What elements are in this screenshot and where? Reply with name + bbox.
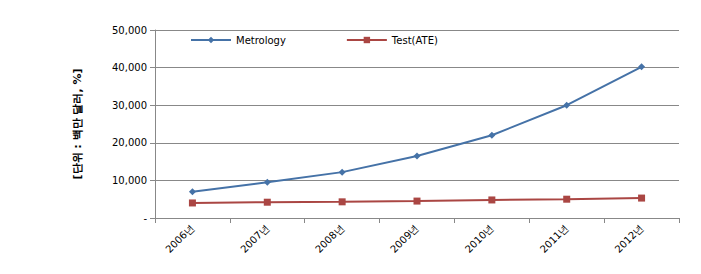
- svg-text:2007년: 2007년: [238, 222, 271, 255]
- svg-text:40,000: 40,000: [112, 62, 147, 73]
- svg-text:20,000: 20,000: [112, 137, 147, 148]
- svg-text:2006년: 2006년: [163, 222, 196, 255]
- svg-text:2009년: 2009년: [388, 222, 421, 255]
- svg-text:50,000: 50,000: [112, 25, 147, 36]
- svg-text:Test(ATE): Test(ATE): [391, 35, 438, 46]
- svg-text:2010년: 2010년: [463, 222, 496, 255]
- svg-text:2012년: 2012년: [613, 222, 646, 255]
- svg-text:Metrology: Metrology: [236, 35, 286, 46]
- svg-text:-: -: [143, 213, 147, 224]
- svg-text:10,000: 10,000: [112, 175, 147, 186]
- svg-text:30,000: 30,000: [112, 100, 147, 111]
- svg-text:2011년: 2011년: [538, 222, 571, 255]
- svg-text:[단위 : 백만 달러, %]: [단위 : 백만 달러, %]: [71, 69, 84, 180]
- svg-text:2008년: 2008년: [313, 222, 346, 255]
